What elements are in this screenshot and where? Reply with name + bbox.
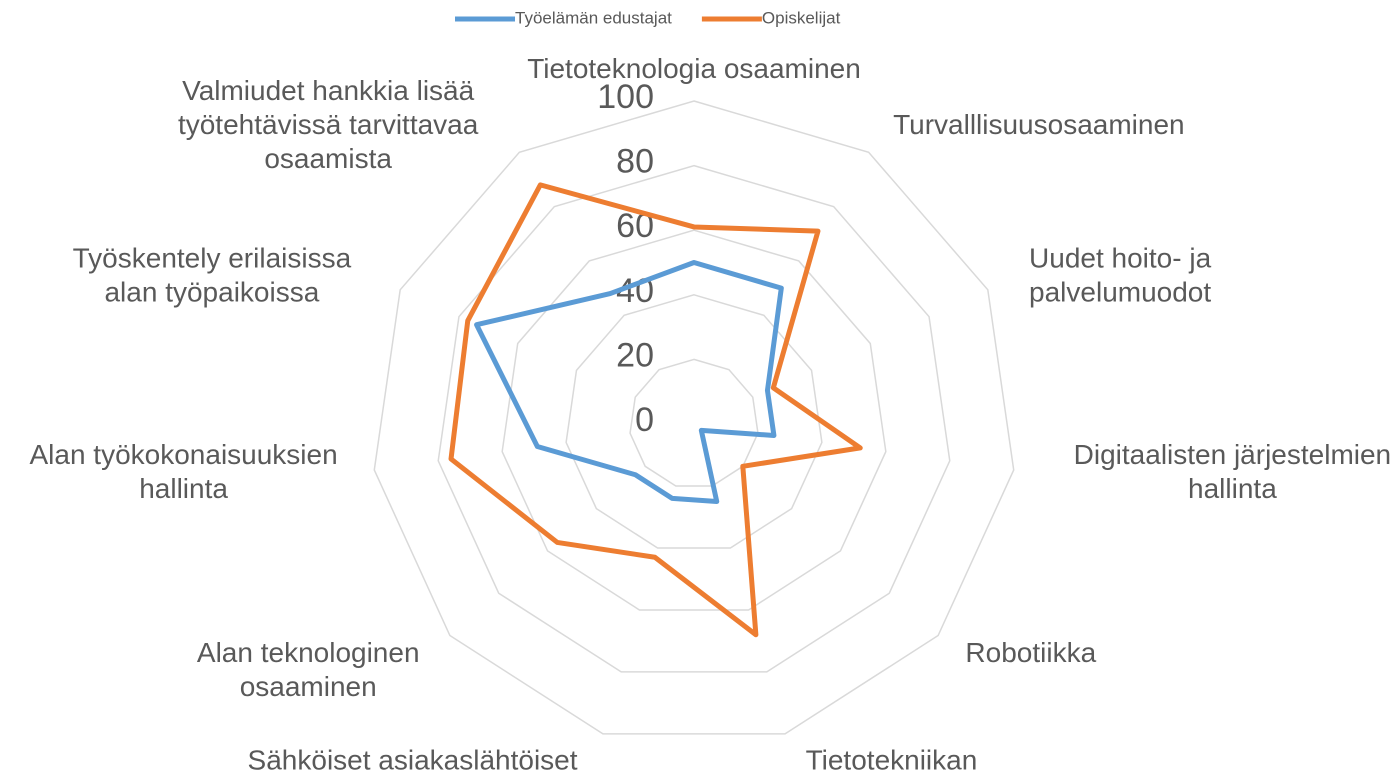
- category-label: Turvalllisuusosaaminen: [893, 109, 1185, 140]
- category-label: Sähköiset asiakaslähtöisetpalvelut: [248, 745, 578, 775]
- legend-label: Opiskelijat: [762, 8, 841, 27]
- series-line: [448, 182, 863, 638]
- category-label: Uudet hoito- ja palvelumuodot: [1029, 243, 1212, 308]
- category-label: Tietotekniikanhyödyntäminen: [796, 745, 986, 775]
- category-label: Valmiudet hankkia lisää työtehtävissä tar…: [178, 75, 479, 174]
- category-label: Alan työkokonaisuuksien hallinta: [29, 440, 337, 505]
- grid-ring: [629, 358, 759, 487]
- tick-label: 80: [616, 143, 654, 181]
- tick-label: 0: [635, 401, 654, 439]
- tick-label: 100: [597, 78, 654, 116]
- grid-ring: [373, 100, 1015, 735]
- category-label: Digitaalisten järjestelmien hallinta: [1074, 440, 1391, 505]
- series-line: [474, 260, 784, 504]
- category-label: Työskentely erilaisissa alan työpaikoissa: [73, 243, 352, 308]
- category-label: Tietoteknologia osaaminen: [527, 53, 861, 84]
- grid-ring: [565, 294, 823, 549]
- tick-label: 20: [616, 336, 654, 374]
- grid-ring: [437, 164, 951, 673]
- category-label: Robotiikka: [965, 638, 1096, 669]
- category-label: Alan teknologinen osaaminen: [197, 638, 420, 703]
- grid-ring: [501, 229, 887, 611]
- legend-label: Työelämän edustajat: [515, 8, 672, 27]
